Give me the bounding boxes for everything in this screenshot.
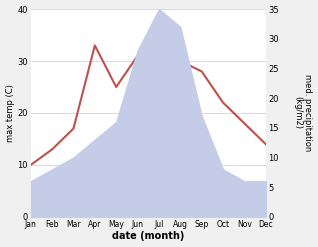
X-axis label: date (month): date (month): [112, 231, 184, 242]
Y-axis label: med. precipitation
(kg/m2): med. precipitation (kg/m2): [293, 74, 313, 152]
Y-axis label: max temp (C): max temp (C): [5, 84, 15, 142]
